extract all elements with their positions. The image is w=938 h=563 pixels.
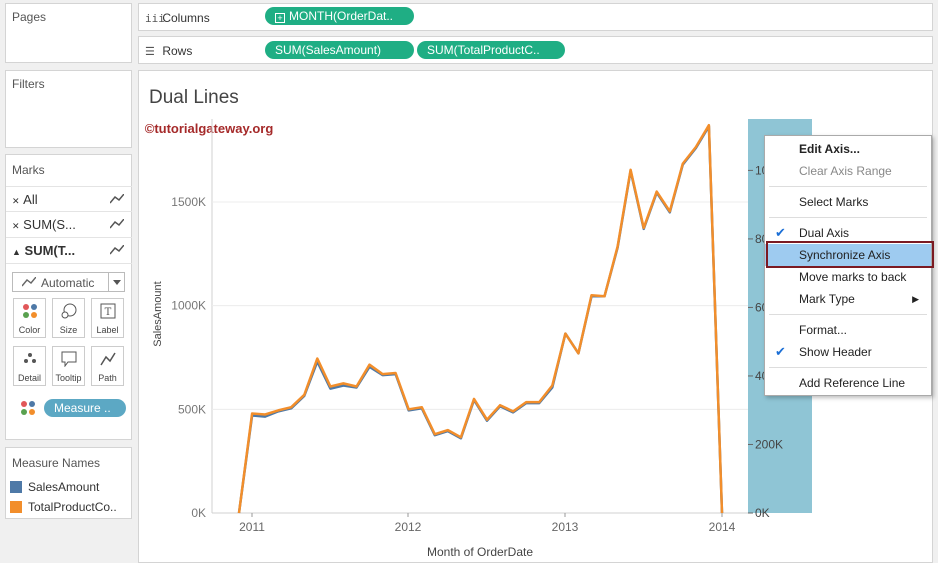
sum-totalproductcost-pill[interactable]: SUM(TotalProductC.. [417, 41, 565, 59]
legend-label: SalesAmount [28, 480, 100, 494]
x-tick-label: 2013 [552, 520, 579, 534]
chevron-down-icon[interactable] [108, 273, 124, 291]
marks-row-all[interactable]: ✕ All [6, 186, 132, 212]
tooltip-icon [61, 351, 77, 367]
legend-item-totalproductcost[interactable]: TotalProductCo.. [10, 500, 117, 516]
y-axis-title: SalesAmount [152, 281, 164, 346]
x-axis-title: Month of OrderDate [427, 545, 533, 559]
checkmark-icon: ✔ [775, 225, 786, 240]
line-mark-icon [110, 219, 124, 229]
y-tick-label: 500K [178, 402, 206, 416]
menu-separator [769, 367, 927, 368]
legend-swatch [10, 501, 22, 513]
x-tick-label: 2014 [709, 520, 736, 534]
marks-row-label: ✕ All [12, 192, 38, 207]
mark-type-value: Automatic [41, 276, 95, 290]
chevron-right-icon: ▶ [912, 294, 919, 304]
detail-label: Detail [17, 373, 41, 383]
y-tick-label: 0K [191, 506, 206, 520]
menu-edit-axis[interactable]: Edit Axis... [799, 142, 860, 156]
sum-salesamount-pill[interactable]: SUM(SalesAmount) [265, 41, 414, 59]
columns-label: iii Columns [145, 11, 210, 25]
y-tick-label: 1500K [171, 195, 206, 209]
expand-icon[interactable]: + [275, 13, 285, 23]
label-label: Label [96, 325, 119, 335]
path-button[interactable]: Path [91, 346, 124, 386]
menu-separator [769, 314, 927, 315]
x-tick-label: 2011 [239, 520, 265, 534]
pages-card: Pages [5, 3, 132, 63]
menu-format[interactable]: Format... [799, 323, 848, 337]
filters-title: Filters [12, 77, 45, 91]
right-tick-label: 200K [755, 437, 783, 451]
tooltip-label: Tooltip [55, 373, 82, 383]
x-tick-label: 2012 [395, 520, 422, 534]
filters-card: Filters [5, 70, 132, 148]
path-icon [100, 352, 116, 366]
worksheet-title: Dual Lines [149, 87, 239, 108]
detail-button[interactable]: Detail [13, 346, 46, 386]
menu-synchronize-axis[interactable]: Synchronize Axis [765, 244, 931, 266]
detail-icon [24, 353, 36, 363]
month-orderdate-pill[interactable]: + MONTH(OrderDat.. [265, 7, 414, 25]
marks-row-sum-s[interactable]: ✕ SUM(S... [6, 212, 132, 238]
menu-select-marks[interactable]: Select Marks [799, 195, 869, 209]
mark-type-dropdown[interactable]: Automatic [12, 272, 125, 292]
marks-row-sum-t[interactable]: ▲ SUM(T... [6, 238, 132, 264]
columns-shelf[interactable]: iii Columns + MONTH(OrderDat.. [138, 3, 933, 31]
rows-shelf[interactable]: ☰ Rows SUM(SalesAmount) SUM(TotalProduct… [138, 36, 933, 64]
marks-row-label: ✕ SUM(S... [12, 217, 76, 232]
tooltip-button[interactable]: Tooltip [52, 346, 85, 386]
path-label: Path [98, 373, 117, 383]
marks-title: Marks [12, 163, 45, 177]
legend-item-salesamount[interactable]: SalesAmount [10, 480, 99, 496]
pages-title: Pages [12, 10, 47, 24]
menu-dual-axis[interactable]: ✔ Dual Axis [765, 222, 931, 244]
size-icon [61, 303, 77, 319]
right-tick-label: 0K [755, 506, 770, 520]
menu-mark-type[interactable]: Mark Type ▶ [765, 288, 931, 310]
marks-card: Marks ✕ All ✕ SUM(S... ▲ SUM(T... Automa… [5, 154, 132, 440]
marks-row-label: ▲ SUM(T... [12, 243, 76, 258]
legend-title: Measure Names [12, 456, 101, 470]
highlight-outline [766, 241, 934, 268]
menu-separator [769, 217, 927, 218]
menu-separator [769, 186, 927, 187]
axis-context-menu: Edit Axis... Clear Axis Range Select Mar… [764, 135, 932, 396]
series-line-totalproductcost [237, 123, 724, 514]
menu-move-marks-to-back[interactable]: Move marks to back [799, 270, 907, 284]
menu-clear-axis-range[interactable]: Clear Axis Range [799, 164, 892, 178]
rows-icon: ☰ [145, 45, 155, 58]
label-icon: T [100, 303, 116, 319]
legend-card: Measure Names SalesAmount TotalProductCo… [5, 447, 132, 519]
size-label: Size [59, 325, 78, 335]
line-mark-icon [22, 277, 36, 287]
legend-swatch [10, 481, 22, 493]
size-button[interactable]: Size [52, 298, 85, 338]
watermark: ©tutorialgateway.org [144, 121, 274, 136]
line-mark-icon [110, 194, 124, 204]
columns-icon: iii [145, 12, 165, 25]
menu-add-reference-line[interactable]: Add Reference Line [799, 376, 906, 390]
series-line-salesamount [237, 125, 724, 514]
line-mark-icon [110, 245, 124, 255]
color-button[interactable]: Color [13, 298, 46, 338]
label-button[interactable]: T Label [91, 298, 124, 338]
color-label: Color [18, 325, 41, 335]
measure-names-pill[interactable]: Measure .. [44, 399, 126, 417]
menu-show-header[interactable]: ✔ Show Header [765, 341, 931, 363]
legend-label: TotalProductCo.. [28, 500, 117, 514]
rows-label: ☰ Rows [145, 44, 193, 58]
color-icon [23, 304, 37, 318]
y-tick-label: 1000K [171, 299, 206, 313]
checkmark-icon: ✔ [775, 344, 786, 359]
color-icon [21, 401, 35, 415]
svg-text:T: T [105, 307, 112, 318]
